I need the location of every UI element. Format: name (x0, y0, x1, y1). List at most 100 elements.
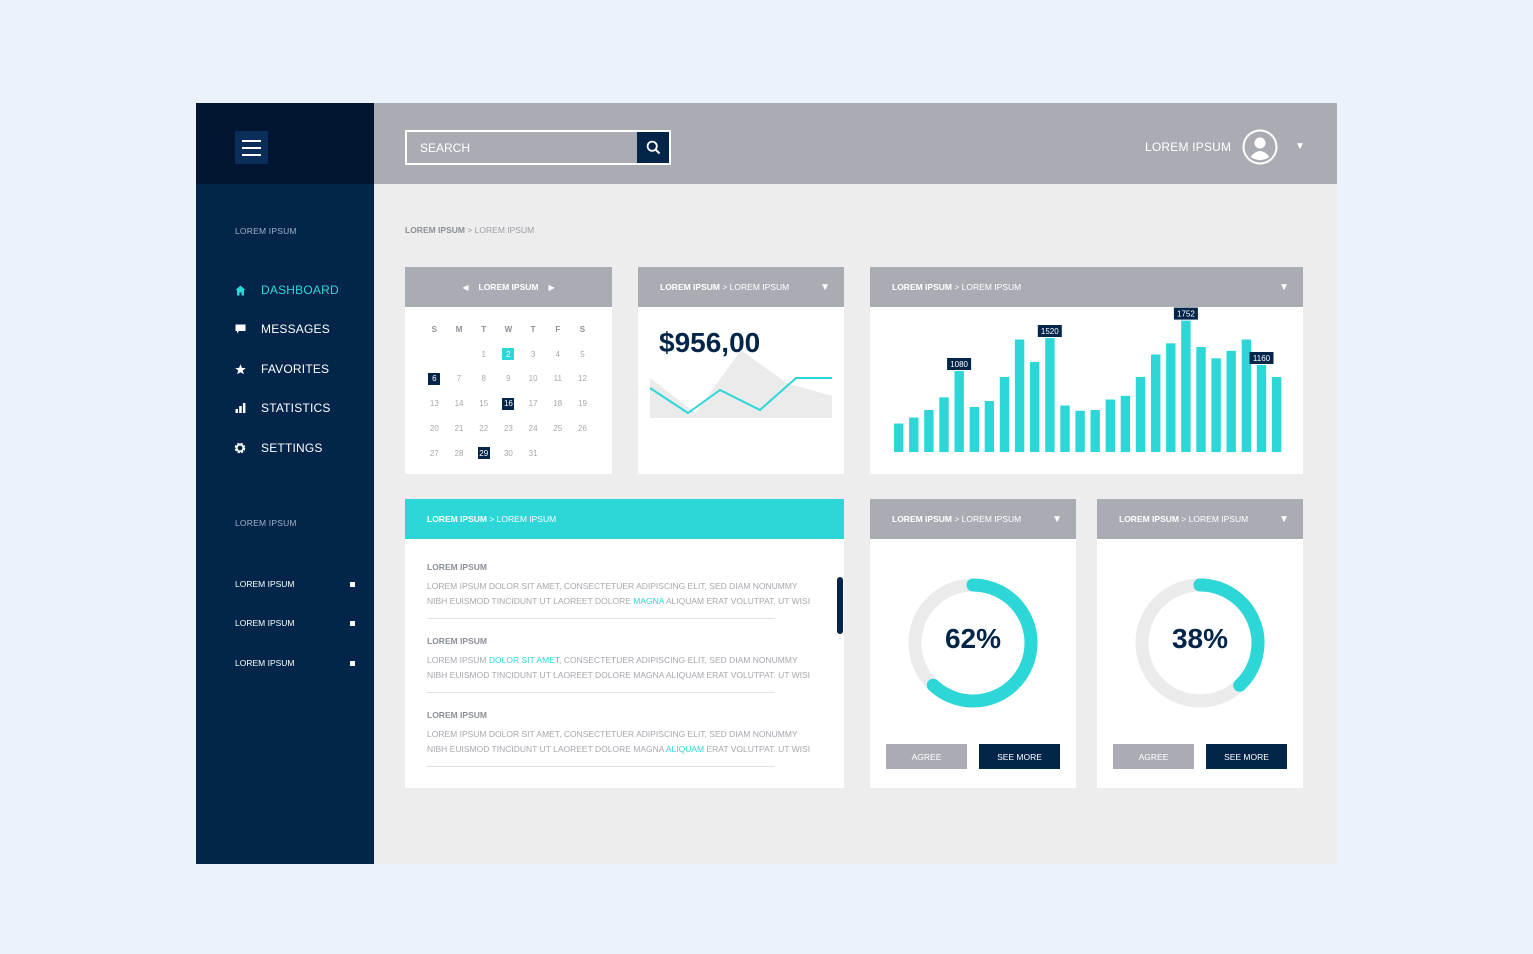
calendar-day[interactable]: 21 (454, 424, 464, 434)
bar[interactable] (939, 397, 949, 453)
sidebar-item-favorites[interactable]: FAVORITES (233, 358, 353, 380)
highlighted-link[interactable]: ALIQUAM (665, 744, 705, 754)
bar[interactable] (1166, 343, 1176, 453)
line-series (649, 377, 832, 415)
calendar-day[interactable]: 8 (481, 374, 486, 384)
list-item[interactable]: LOREM IPSUM LOREM IPSUM DOLOR SIT AMET, … (427, 562, 810, 619)
chevron-down-icon[interactable]: ▼ (820, 282, 830, 293)
bar[interactable] (1075, 410, 1085, 453)
calendar-day[interactable]: 26 (578, 424, 587, 434)
calendar-month: LOREM IPSUM (478, 282, 539, 292)
chevron-down-icon[interactable]: ▼ (1295, 141, 1305, 152)
see-more-button[interactable]: SEE MORE (1206, 744, 1287, 769)
calendar-day[interactable]: 23 (503, 424, 513, 434)
next-month-icon[interactable]: ▶ (548, 282, 555, 292)
hamburger-menu-icon[interactable] (235, 131, 268, 164)
bar[interactable] (924, 410, 934, 452)
breadcrumb-item[interactable]: LOREM IPSUM (474, 225, 535, 235)
avatar[interactable] (1242, 129, 1278, 165)
divider (427, 618, 775, 619)
search-input[interactable] (407, 132, 637, 163)
chevron-down-icon[interactable]: ▼ (1279, 282, 1289, 293)
bar[interactable] (984, 401, 995, 452)
highlighted-link[interactable]: MAGNA (633, 596, 664, 606)
highlighted-link[interactable]: DOLOR SIT AMET (488, 655, 560, 665)
bar[interactable] (909, 417, 919, 453)
calendar-day[interactable]: 20 (429, 424, 439, 434)
see-more-button[interactable]: SEE MORE (979, 744, 1060, 769)
app-window: LOREM IPSUM DASHBOARD MESSAGES FAVORITES… (196, 103, 1337, 864)
bar[interactable] (1135, 377, 1146, 452)
calendar-day[interactable]: 29 (477, 447, 490, 460)
calendar-day[interactable]: 19 (578, 399, 587, 409)
calendar-day[interactable]: 9 (506, 374, 511, 384)
agree-button[interactable]: AGREE (1113, 744, 1194, 769)
calendar-day[interactable]: 15 (479, 399, 489, 409)
sidebar-item-messages[interactable]: MESSAGES (233, 318, 353, 340)
calendar-day[interactable]: 30 (503, 448, 513, 458)
calendar-day[interactable]: 13 (429, 399, 439, 409)
calendar-day[interactable]: 24 (528, 424, 538, 434)
bar[interactable] (1226, 350, 1236, 453)
bar[interactable] (894, 423, 904, 453)
agree-button[interactable]: AGREE (886, 744, 967, 769)
list-item[interactable]: LOREM IPSUM LOREM IPSUM DOLOR SIT AMET, … (427, 636, 810, 693)
calendar-day[interactable]: 14 (454, 399, 464, 409)
calendar-day[interactable]: 3 (530, 349, 536, 359)
calendar-day[interactable]: 27 (429, 448, 439, 458)
sidebar-item-settings[interactable]: SETTINGS (233, 437, 353, 459)
chevron-down-icon[interactable]: ▼ (1052, 514, 1062, 525)
list-item-body: LOREM IPSUM DOLOR SIT AMET, CONSECTETUER… (427, 579, 810, 609)
weekday-label: T (481, 324, 487, 334)
calendar-day[interactable]: 22 (479, 424, 489, 434)
data-label: 1160 (1249, 352, 1274, 364)
sidebar-sub-item[interactable]: LOREM IPSUM (235, 656, 355, 670)
calendar-day[interactable]: 28 (454, 448, 464, 458)
calendar-day[interactable]: 4 (555, 349, 560, 359)
calendar-day[interactable]: 5 (580, 349, 585, 359)
bar[interactable] (1120, 395, 1131, 453)
calendar-day[interactable]: 25 (553, 424, 563, 434)
bar[interactable] (1256, 365, 1267, 452)
list-item[interactable]: LOREM IPSUM LOREM IPSUM DOLOR SIT AMET, … (427, 710, 810, 767)
bar-chart-card: LOREM IPSUM > LOREM IPSUM ▼ 1080 1520 1752… (870, 267, 1303, 474)
bar[interactable] (1090, 410, 1100, 452)
bar[interactable] (1151, 354, 1161, 453)
username-label[interactable]: LOREM IPSUM (1145, 140, 1232, 154)
bar[interactable] (1030, 362, 1040, 452)
scrollbar[interactable] (837, 577, 843, 634)
calendar-day[interactable]: 31 (528, 448, 538, 458)
chevron-down-icon[interactable]: ▼ (1279, 514, 1289, 525)
sidebar-item-statistics[interactable]: STATISTICS (233, 397, 353, 419)
bar[interactable] (1014, 339, 1025, 453)
bar[interactable] (954, 371, 964, 452)
list-card: LOREM IPSUM > LOREM IPSUM LOREM IPSUM LO… (405, 499, 844, 788)
bar[interactable] (1181, 320, 1191, 452)
bar[interactable] (1196, 347, 1206, 452)
prev-month-icon[interactable]: ◀ (462, 282, 469, 292)
bar[interactable] (999, 377, 1010, 452)
calendar-day[interactable]: 18 (553, 399, 563, 409)
calendar-day[interactable]: 12 (578, 374, 587, 384)
bar[interactable] (1105, 399, 1115, 453)
sidebar-sub-item[interactable]: LOREM IPSUM (235, 577, 355, 591)
bar[interactable] (969, 407, 979, 452)
calendar-day[interactable]: 11 (553, 374, 562, 384)
calendar-day[interactable]: 17 (528, 399, 538, 409)
calendar-day[interactable]: 2 (496, 342, 521, 367)
bar[interactable] (1211, 358, 1221, 453)
calendar-day[interactable]: 10 (528, 374, 538, 384)
search-button[interactable] (637, 132, 669, 163)
sidebar-sub-item[interactable]: LOREM IPSUM (235, 616, 355, 630)
bar[interactable] (1241, 339, 1252, 453)
calendar-day[interactable]: 1 (481, 349, 486, 359)
calendar-day[interactable]: 6 (422, 367, 447, 392)
sidebar-item-dashboard[interactable]: DASHBOARD (233, 279, 353, 301)
calendar-day[interactable]: 7 (456, 374, 462, 384)
calendar-day[interactable]: 16 (502, 397, 515, 410)
bar[interactable] (1060, 405, 1070, 453)
bar[interactable] (1045, 338, 1055, 452)
bar[interactable] (1271, 377, 1282, 452)
breadcrumb-item[interactable]: LOREM IPSUM (405, 225, 465, 235)
gear-icon (233, 441, 247, 455)
